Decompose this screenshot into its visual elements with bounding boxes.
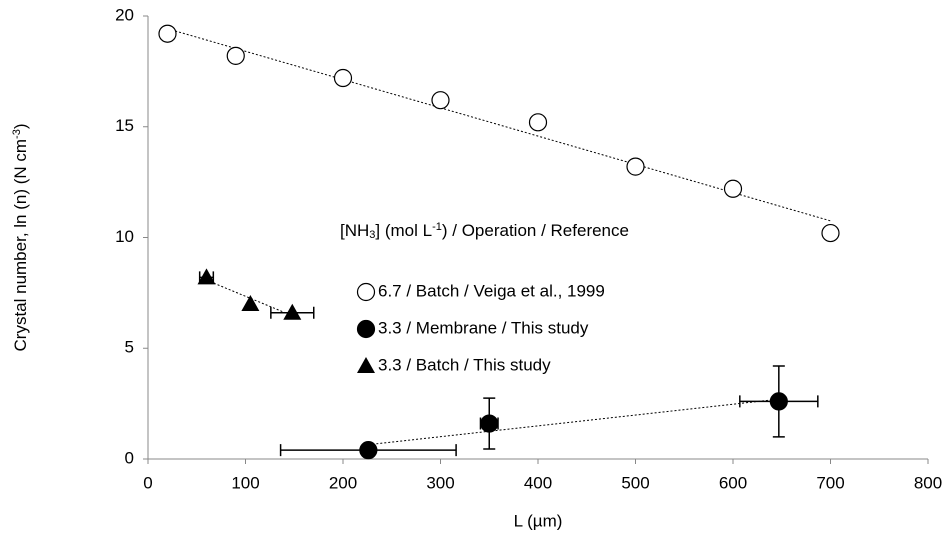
y-axis-title-part: -3 [11, 129, 23, 139]
data-point [241, 294, 260, 311]
legend-title-part: 3 [369, 229, 375, 241]
data-point [769, 392, 788, 411]
x-tick-label: 600 [719, 473, 747, 492]
x-tick-label: 200 [329, 473, 357, 492]
y-tick-label: 5 [125, 338, 134, 357]
data-point [158, 24, 177, 43]
legend-label: 6.7 / Batch / Veiga et al., 1999 [378, 281, 605, 300]
x-tick-label: 100 [231, 473, 259, 492]
y-axis-title-part: ) [11, 124, 30, 130]
x-tick-label: 300 [426, 473, 454, 492]
legend-title-part: ] (mol L [375, 221, 432, 240]
x-tick-label: 0 [143, 473, 152, 492]
data-point [480, 414, 499, 433]
legend-title: [NH3] (mol L-1) / Operation / Reference [340, 221, 629, 241]
data-point [283, 303, 302, 320]
trendline [206, 279, 293, 317]
y-tick-label: 15 [115, 116, 134, 135]
legend-title-part: -1 [432, 221, 442, 233]
data-point [528, 113, 548, 132]
x-tick-label: 700 [816, 473, 844, 492]
data-point [431, 91, 450, 110]
data-point [821, 223, 840, 243]
data-point [197, 268, 216, 285]
data-point [626, 157, 645, 176]
y-tick-label: 20 [115, 5, 134, 24]
y-axis-title: Crystal number, ln (n) (N cm-3) [11, 124, 31, 352]
legend-label: 3.3 / Batch / This study [378, 355, 551, 374]
x-tick-label: 800 [914, 473, 942, 492]
y-tick-label: 0 [125, 448, 134, 467]
data-point [359, 441, 378, 460]
data-point [723, 179, 743, 198]
legend-label: 3.3 / Membrane / This study [378, 318, 589, 337]
x-axis-title: L (µm) [514, 511, 563, 530]
data-point [333, 68, 353, 88]
legend-marker [356, 282, 376, 302]
y-tick-label: 10 [115, 227, 134, 246]
x-tick-label: 500 [621, 473, 649, 492]
legend-title-part: [NH [340, 221, 369, 240]
legend-marker [356, 319, 376, 339]
x-tick-label: 400 [524, 473, 552, 492]
trendline [368, 398, 779, 446]
data-point [226, 46, 245, 65]
trendline [167, 28, 831, 222]
legend-marker [357, 357, 375, 373]
legend-title-part: ) / Operation / Reference [442, 221, 629, 240]
y-axis-title-part: Crystal number, ln (n) (N cm [11, 139, 30, 352]
